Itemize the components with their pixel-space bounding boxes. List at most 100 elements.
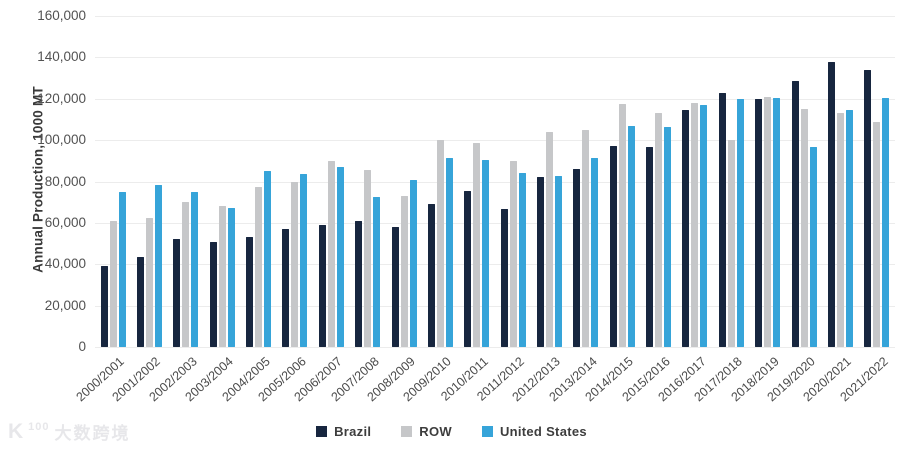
gridline bbox=[95, 140, 895, 142]
bar-row bbox=[218, 206, 226, 347]
bar-united-states bbox=[445, 157, 453, 347]
gridline bbox=[95, 347, 895, 348]
bar-group bbox=[495, 16, 531, 347]
y-axis-tick-label: 40,000 bbox=[44, 256, 86, 272]
bar-brazil bbox=[573, 169, 581, 347]
watermark-logo-icon: K bbox=[8, 419, 24, 443]
gridline bbox=[95, 98, 895, 100]
bar-group bbox=[422, 16, 458, 347]
gridline bbox=[95, 305, 895, 307]
gridline bbox=[95, 16, 895, 17]
bar-row bbox=[764, 96, 772, 347]
legend: Brazil ROW United States bbox=[0, 424, 903, 439]
bar-row bbox=[727, 140, 735, 347]
bar-united-states bbox=[809, 147, 817, 347]
bar-brazil bbox=[791, 81, 799, 347]
bar-group bbox=[604, 16, 640, 347]
y-axis-tick-label: 120,000 bbox=[37, 90, 86, 106]
legend-swatch-united-states bbox=[481, 426, 493, 437]
bar-brazil bbox=[318, 224, 326, 347]
y-axis-tick-label: 100,000 bbox=[37, 132, 86, 148]
bar-row bbox=[255, 186, 263, 347]
bar-brazil bbox=[137, 257, 145, 347]
y-axis-tick-label: 160,000 bbox=[37, 8, 86, 23]
bar-united-states bbox=[155, 184, 163, 347]
bar-united-states bbox=[627, 125, 635, 347]
bar-brazil bbox=[682, 109, 690, 347]
legend-item-row: ROW bbox=[401, 424, 452, 439]
bar-united-states bbox=[300, 174, 308, 347]
bar-united-states bbox=[191, 191, 199, 347]
bar-row bbox=[473, 143, 481, 347]
bar-group bbox=[277, 16, 313, 347]
bar-united-states bbox=[373, 197, 381, 347]
bar-group bbox=[204, 16, 240, 347]
bar-row bbox=[182, 202, 190, 347]
y-axis-tick-label: 60,000 bbox=[44, 214, 86, 230]
bar-row bbox=[436, 140, 444, 347]
bar-group bbox=[859, 16, 895, 347]
bar-brazil bbox=[100, 266, 108, 347]
bar-united-states bbox=[336, 167, 344, 347]
bar-brazil bbox=[209, 241, 217, 347]
bar-brazil bbox=[864, 69, 872, 347]
bar-brazil bbox=[537, 177, 545, 347]
bar-brazil bbox=[246, 237, 254, 347]
bar-group bbox=[386, 16, 422, 347]
bar-row bbox=[800, 109, 808, 347]
bar-row bbox=[109, 220, 117, 347]
bar-united-states bbox=[264, 171, 272, 347]
bar-brazil bbox=[282, 229, 290, 347]
watermark-brand-text: 大数跨境 bbox=[54, 424, 131, 443]
bar-row bbox=[291, 181, 299, 347]
legend-item-brazil: Brazil bbox=[316, 424, 371, 439]
bar-united-states bbox=[773, 97, 781, 347]
bar-united-states bbox=[736, 98, 744, 347]
bar-group bbox=[713, 16, 749, 347]
gridline bbox=[95, 57, 895, 59]
bar-row bbox=[618, 103, 626, 347]
bar-group bbox=[786, 16, 822, 347]
bar-row bbox=[655, 113, 663, 347]
bar-group bbox=[531, 16, 567, 347]
bar-group bbox=[350, 16, 386, 347]
bar-united-states bbox=[700, 105, 708, 347]
bar-brazil bbox=[718, 92, 726, 347]
legend-item-united-states: United States bbox=[481, 424, 587, 439]
y-axis-tick-label: 80,000 bbox=[44, 173, 86, 189]
legend-swatch-row bbox=[401, 426, 413, 437]
bar-united-states bbox=[845, 109, 853, 347]
bar-row bbox=[364, 170, 372, 347]
bar-brazil bbox=[755, 99, 763, 347]
bar-brazil bbox=[827, 61, 835, 347]
bar-group bbox=[131, 16, 167, 347]
bar-group bbox=[640, 16, 676, 347]
bar-row bbox=[546, 131, 554, 347]
bar-brazil bbox=[391, 227, 399, 347]
bar-group bbox=[568, 16, 604, 347]
gridline bbox=[95, 181, 895, 183]
bar-group bbox=[313, 16, 349, 347]
bar-row bbox=[873, 121, 881, 347]
bar-united-states bbox=[227, 208, 235, 347]
legend-label-brazil: Brazil bbox=[334, 424, 372, 439]
watermark: K 100 大数跨境 bbox=[8, 419, 131, 444]
watermark-logo-100: 100 bbox=[28, 420, 50, 433]
legend-swatch-brazil bbox=[316, 426, 328, 437]
y-axis-tick-label: 0 bbox=[78, 339, 86, 354]
bar-united-states bbox=[482, 159, 490, 347]
bar-row bbox=[146, 217, 154, 347]
bar-group bbox=[168, 16, 204, 347]
bar-group bbox=[95, 16, 131, 347]
bar-group bbox=[677, 16, 713, 347]
bar-group bbox=[459, 16, 495, 347]
bar-row bbox=[836, 113, 844, 347]
bar-united-states bbox=[882, 97, 890, 347]
bar-united-states bbox=[555, 175, 563, 347]
legend-label-row: ROW bbox=[419, 424, 452, 439]
bar-united-states bbox=[118, 191, 126, 347]
bar-row bbox=[400, 195, 408, 347]
bar-row bbox=[691, 102, 699, 347]
bar-row bbox=[327, 160, 335, 347]
